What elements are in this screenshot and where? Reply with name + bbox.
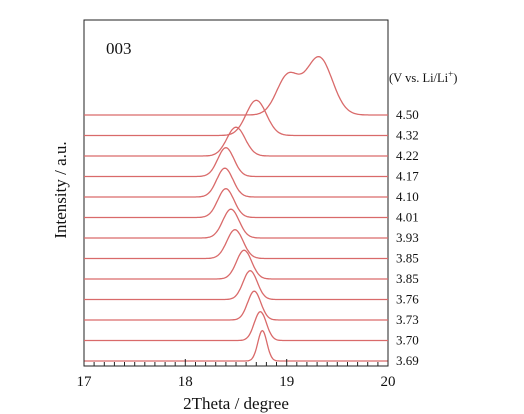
panel-label: 003 bbox=[106, 39, 132, 58]
series-labels: 3.69 3.70 3.73 3.76 3.85 3.85 3.93 4.01 4.10 4.17… bbox=[396, 107, 419, 368]
trace-4.17 bbox=[84, 147, 388, 178]
series-label-4.50: 4.50 bbox=[396, 107, 419, 122]
series-label-3.76: 3.76 bbox=[396, 292, 419, 307]
trace-3.85 bbox=[84, 249, 388, 280]
trace-4.01 bbox=[84, 188, 388, 219]
trace-3.70 bbox=[84, 310, 388, 342]
x-tick-label-18: 18 bbox=[178, 374, 193, 390]
x-tick-label-19: 19 bbox=[279, 374, 294, 390]
series-label-3.73: 3.73 bbox=[396, 312, 419, 327]
series-label-3.70: 3.70 bbox=[396, 333, 419, 348]
y-axis-label: Intensity / a.u. bbox=[51, 141, 70, 238]
series-label-4.17: 4.17 bbox=[396, 169, 419, 184]
trace-4.32 bbox=[84, 99, 388, 137]
plot-frame bbox=[83, 19, 389, 367]
trace-3.73 bbox=[84, 290, 388, 321]
trace-3.76 bbox=[84, 270, 388, 301]
series-label-4.10: 4.10 bbox=[396, 189, 419, 204]
series-label-4.01: 4.01 bbox=[396, 210, 419, 225]
voltage-unit-label: (V vs. Li/Li+) bbox=[389, 69, 457, 85]
trace-4.50 bbox=[84, 55, 388, 116]
trace-4.10 bbox=[84, 167, 388, 198]
series-label-4.32: 4.32 bbox=[396, 128, 419, 143]
series-label-4.22: 4.22 bbox=[396, 148, 419, 163]
x-tick-label-20: 20 bbox=[381, 374, 396, 390]
series-label-3.69: 3.69 bbox=[396, 353, 419, 368]
x-axis-ticks: 17 18 19 20 bbox=[77, 359, 396, 390]
trace-3.93 bbox=[84, 208, 388, 239]
trace-3.69 bbox=[84, 329, 388, 362]
trace-3.85 bbox=[84, 229, 388, 260]
series-label-3.93: 3.93 bbox=[396, 230, 419, 245]
series-label-3.85: 3.85 bbox=[396, 251, 419, 266]
x-tick-label-17: 17 bbox=[77, 374, 93, 390]
trace-4.22 bbox=[84, 126, 388, 157]
diffraction-traces bbox=[84, 55, 388, 362]
series-label-3.85: 3.85 bbox=[396, 271, 419, 286]
x-axis-label: 2Theta / degree bbox=[183, 394, 289, 413]
